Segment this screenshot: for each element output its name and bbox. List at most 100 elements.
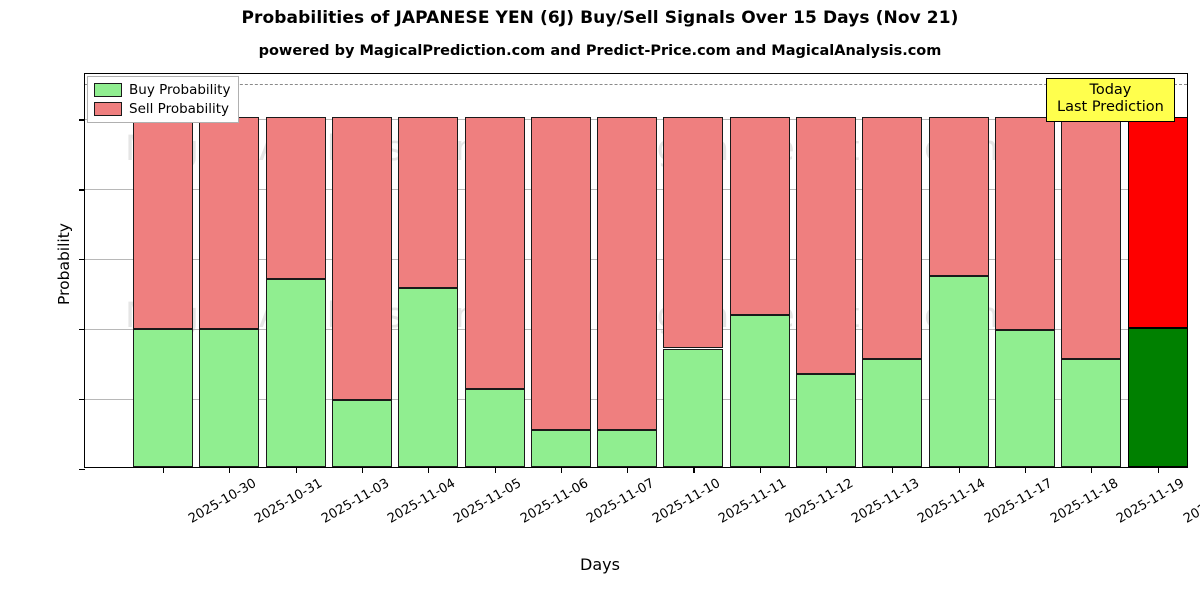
y-tick-mark-100 — [79, 119, 85, 121]
x-tick-mark — [560, 467, 562, 473]
x-tick-label: 2025-11-05 — [451, 476, 525, 527]
bar-segment-sell[interactable] — [1127, 117, 1188, 328]
x-tick-mark — [494, 467, 496, 473]
bar-group[interactable] — [928, 72, 989, 467]
bar-segment-sell[interactable] — [862, 117, 923, 359]
x-tick-mark — [759, 467, 761, 473]
bar-segment-buy[interactable] — [199, 328, 260, 467]
y-axis-title: Probability — [54, 222, 73, 305]
bar-segment-buy[interactable] — [530, 429, 591, 467]
bar-segment-buy[interactable] — [265, 278, 326, 467]
x-tick-label: 2025-11-11 — [716, 476, 790, 527]
bar-segment-buy[interactable] — [1127, 327, 1188, 467]
legend-label-sell: Sell Probability — [129, 101, 230, 117]
bar-group[interactable] — [862, 72, 923, 467]
bar-segment-sell[interactable] — [796, 117, 856, 374]
x-tick-label: 2025-11-04 — [385, 476, 458, 527]
y-tick-mark-0 — [79, 469, 85, 471]
x-tick-label: 2025-11-14 — [915, 476, 989, 527]
bar-group[interactable] — [729, 72, 790, 467]
y-tick-mark-20 — [79, 399, 85, 401]
bar-segment-buy[interactable] — [796, 374, 856, 467]
chart-title: Probabilities of JAPANESE YEN (6J) Buy/S… — [241, 8, 959, 28]
x-tick-mark — [958, 467, 960, 473]
bar-segment-buy[interactable] — [928, 276, 989, 467]
bar-series-layer — [85, 72, 1188, 467]
x-tick-mark — [229, 467, 231, 473]
bar-segment-sell[interactable] — [464, 117, 525, 390]
x-tick-label: 2025-10-30 — [186, 476, 260, 527]
today-annotation: Today Last Prediction — [1046, 78, 1175, 123]
y-tick-mark-80 — [79, 189, 85, 191]
bar-segment-buy[interactable] — [663, 348, 724, 467]
bar-segment-sell[interactable] — [663, 117, 724, 349]
x-tick-mark — [627, 467, 629, 473]
bar-segment-sell[interactable] — [597, 117, 658, 430]
bar-group[interactable] — [398, 72, 459, 467]
bar-group[interactable] — [199, 72, 260, 467]
bar-segment-sell[interactable] — [199, 117, 260, 329]
legend-item-sell: Sell Probability — [94, 101, 230, 117]
legend-swatch-sell — [94, 102, 122, 116]
bar-today[interactable] — [1127, 72, 1188, 467]
bar-group[interactable] — [133, 72, 193, 467]
x-tick-mark — [892, 467, 894, 473]
bar-segment-sell[interactable] — [133, 117, 193, 329]
bar-segment-buy[interactable] — [1061, 358, 1122, 467]
bar-group[interactable] — [597, 72, 658, 467]
x-axis-labels: 2025-10-30 2025-10-31 2025-11-03 2025-11-04… — [0, 476, 1200, 556]
bar-group[interactable] — [663, 72, 724, 467]
bar-segment-buy[interactable] — [398, 287, 459, 467]
y-tick-mark-60 — [79, 259, 85, 261]
plot-area: MagicalAnalysis.comMagicalPrediction.com… — [55, 72, 1188, 473]
x-tick-label: 2025-11-12 — [782, 476, 856, 527]
bar-group[interactable] — [464, 72, 525, 467]
bar-group[interactable] — [796, 72, 856, 467]
bar-segment-buy[interactable] — [464, 389, 525, 467]
bar-segment-sell[interactable] — [928, 117, 989, 277]
bar-segment-sell[interactable] — [994, 117, 1055, 330]
y-tick-mark-40 — [79, 329, 85, 331]
x-tick-label: 2025-11-19 — [1114, 476, 1188, 527]
bar-segment-buy[interactable] — [133, 328, 193, 467]
x-tick-label: 2025-11-03 — [318, 476, 392, 527]
chart-subtitle: powered by MagicalPrediction.com and Pre… — [258, 43, 942, 59]
x-tick-mark — [295, 467, 297, 473]
bar-segment-sell[interactable] — [729, 117, 790, 316]
bar-group[interactable] — [265, 72, 326, 467]
bar-segment-buy[interactable] — [597, 429, 658, 467]
bar-group[interactable] — [1061, 72, 1122, 467]
bar-segment-sell[interactable] — [1061, 117, 1122, 359]
bar-segment-sell[interactable] — [265, 117, 326, 279]
bar-group[interactable] — [994, 72, 1055, 467]
x-tick-mark — [163, 467, 165, 473]
x-tick-label: 2025-11-10 — [650, 476, 724, 527]
x-tick-mark — [1091, 467, 1093, 473]
x-tick-label: 2025-11-07 — [583, 476, 657, 527]
legend-swatch-buy — [94, 83, 122, 97]
today-annotation-line2: Last Prediction — [1057, 99, 1164, 116]
x-tick-mark — [361, 467, 364, 473]
legend-label-buy: Buy Probability — [129, 82, 231, 98]
bar-segment-buy[interactable] — [331, 399, 392, 467]
x-tick-label: 2025-11-06 — [517, 476, 591, 527]
x-tick-mark — [1024, 467, 1027, 473]
bar-group[interactable] — [530, 72, 591, 467]
legend-item-buy: Buy Probability — [94, 82, 230, 98]
bar-segment-buy[interactable] — [994, 329, 1055, 467]
x-tick-label: 2025-11-13 — [849, 476, 923, 527]
bar-group[interactable] — [331, 72, 392, 467]
x-tick-label: 2025-11-17 — [981, 476, 1055, 527]
bar-segment-sell[interactable] — [331, 117, 392, 400]
bar-segment-buy[interactable] — [862, 358, 923, 467]
bar-segment-buy[interactable] — [729, 315, 790, 467]
x-tick-mark — [693, 467, 695, 473]
chart-legend: Buy Probability Sell Probability — [87, 76, 240, 123]
bar-segment-sell[interactable] — [398, 117, 459, 288]
reference-dashed-line — [85, 84, 1187, 86]
x-tick-mark — [826, 467, 828, 473]
bar-segment-sell[interactable] — [530, 117, 591, 430]
x-tick-mark — [428, 467, 430, 473]
today-annotation-line1: Today — [1089, 82, 1132, 98]
